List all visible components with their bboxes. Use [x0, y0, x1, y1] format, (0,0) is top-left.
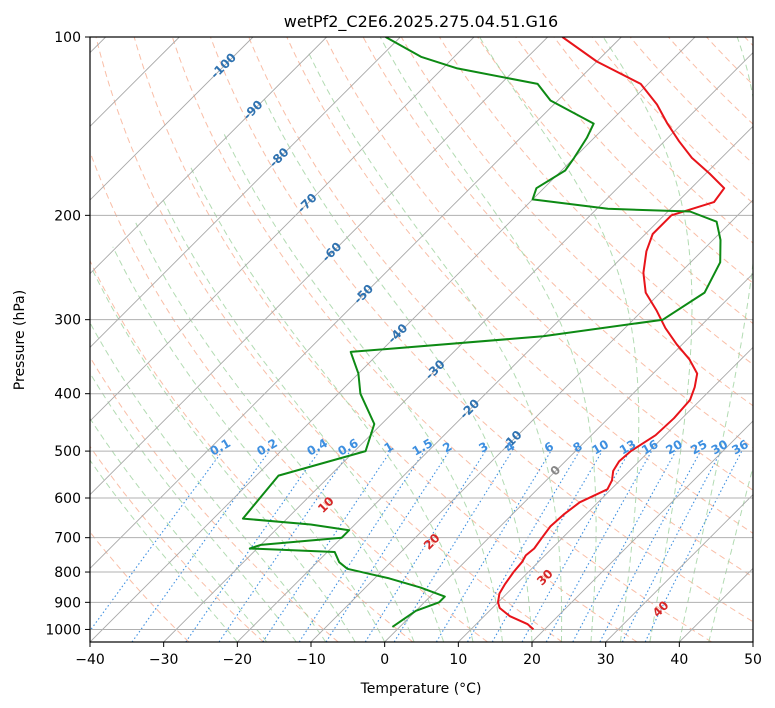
x-tick-label: 50 [744, 652, 762, 668]
mixing-ratio-line [325, 450, 450, 642]
dry-adiabat [591, 37, 753, 204]
y-tick-label: 500 [54, 444, 81, 460]
moist-adiabat [708, 465, 753, 642]
isotherm-line [384, 273, 753, 642]
moist-adiabat [112, 246, 386, 642]
dry-adiabat [400, 37, 753, 407]
isotherm-line [310, 199, 753, 642]
moist-adiabat [90, 321, 327, 642]
moist-adiabat [135, 222, 415, 642]
y-tick-label: 900 [54, 595, 81, 611]
y-tick-label: 1000 [45, 622, 81, 638]
mixing-ratio-line [364, 450, 486, 642]
moist-adiabat [190, 167, 474, 642]
isotherm-line [90, 37, 475, 422]
mixing-ratio-line [218, 450, 351, 642]
dry-adiabat [629, 37, 753, 165]
mixing-ratio-line [185, 450, 320, 642]
mixing-ratio-line [521, 450, 630, 642]
isotherm-line [458, 346, 753, 642]
isotherm-line [237, 125, 753, 642]
dry-adiabat [133, 37, 638, 642]
isotherm-line [90, 37, 622, 569]
moist-adiabat [307, 51, 563, 642]
moist-adiabat [90, 417, 268, 642]
y-tick-label: 700 [54, 531, 81, 547]
dry-adiabat [515, 37, 753, 284]
chart-title: wetPf2_C2E6.2025.275.04.51.G16 [284, 12, 558, 32]
temperature-profile-line [497, 37, 726, 631]
dry-adiabat [210, 37, 753, 623]
mixing-ratio-line [393, 450, 513, 642]
plot-frame [89, 36, 754, 643]
moist-adiabat [161, 196, 445, 642]
moist-adiabat [262, 96, 533, 642]
isotherm-line [90, 37, 327, 275]
moist-adiabat [91, 268, 356, 642]
moist-adiabat [678, 37, 753, 642]
x-tick-label: 0 [380, 652, 389, 668]
x-tick-label: 30 [597, 652, 615, 668]
x-tick-label: 10 [449, 652, 467, 668]
x-tick-label: 40 [670, 652, 688, 668]
dry-adiabat [248, 37, 753, 578]
dry-adiabat [171, 37, 712, 642]
y-axis-title: Pressure (hPa) [12, 290, 28, 390]
dry-adiabat [90, 445, 264, 642]
mixing-ratio-line [131, 450, 270, 642]
series-lines [241, 37, 726, 631]
y-tick-label: 100 [54, 30, 81, 46]
isotherm-line [163, 52, 753, 642]
moist-adiabat [379, 37, 597, 642]
isotherm-line [90, 37, 696, 642]
y-tick-label: 600 [54, 491, 81, 507]
mixing-ratio-line [90, 450, 223, 632]
isotherm-line [90, 37, 548, 496]
mixing-ratio-line [435, 450, 552, 642]
axis-ticks: −40 −30 −20 −10 0 10 20 30 40 50 100 200 300 400 500 60… [45, 30, 762, 668]
x-tick-label: −20 [223, 652, 253, 668]
x-tick-label: −30 [149, 652, 179, 668]
grid-lines [90, 37, 753, 642]
moist-adiabat [478, 37, 640, 642]
dry-adiabat [324, 37, 753, 491]
y-tick-label: 300 [54, 313, 81, 329]
x-tick-label: −10 [296, 652, 326, 668]
y-tick-label: 800 [54, 565, 81, 581]
y-tick-label: 400 [54, 387, 81, 403]
mixing-ratio-line [572, 450, 677, 642]
isotherm-line [605, 494, 753, 642]
mixing-ratio-line [467, 450, 580, 642]
x-axis-title: Temperature (°C) [360, 681, 482, 697]
isotherm-line [531, 420, 753, 642]
isotherm-line [90, 37, 401, 348]
dry-adiabat [95, 37, 563, 642]
mixing-ratio-line [491, 450, 603, 642]
dry-adiabat [477, 37, 753, 325]
y-tick-label: 200 [54, 208, 81, 224]
x-tick-label: −40 [75, 652, 105, 668]
x-tick-label: 20 [523, 652, 541, 668]
isotherm-line [90, 37, 254, 201]
moist-adiabat [90, 459, 238, 642]
dewpoint-profile-line [241, 37, 722, 628]
moist-adiabat [602, 37, 693, 642]
